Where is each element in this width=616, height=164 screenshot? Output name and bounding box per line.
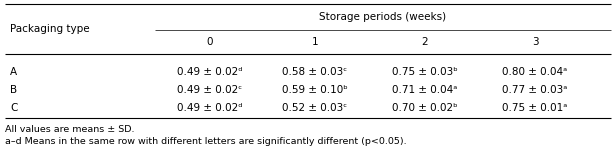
Text: 0: 0 xyxy=(207,37,213,47)
Text: B: B xyxy=(10,85,17,95)
Text: a–d Means in the same row with different letters are significantly different (p<: a–d Means in the same row with different… xyxy=(5,137,407,146)
Text: 0.77 ± 0.03ᵃ: 0.77 ± 0.03ᵃ xyxy=(503,85,567,95)
Text: 0.58 ± 0.03ᶜ: 0.58 ± 0.03ᶜ xyxy=(283,67,347,77)
Text: Storage periods (weeks): Storage periods (weeks) xyxy=(320,12,447,22)
Text: 3: 3 xyxy=(532,37,538,47)
Text: 0.70 ± 0.02ᵇ: 0.70 ± 0.02ᵇ xyxy=(392,103,458,113)
Text: All values are means ± SD.: All values are means ± SD. xyxy=(5,125,134,134)
Text: 0.49 ± 0.02ᶜ: 0.49 ± 0.02ᶜ xyxy=(177,85,243,95)
Text: 1: 1 xyxy=(312,37,318,47)
Text: C: C xyxy=(10,103,17,113)
Text: 0.52 ± 0.03ᶜ: 0.52 ± 0.03ᶜ xyxy=(283,103,347,113)
Text: 0.75 ± 0.03ᵇ: 0.75 ± 0.03ᵇ xyxy=(392,67,458,77)
Text: Packaging type: Packaging type xyxy=(10,24,89,34)
Text: A: A xyxy=(10,67,17,77)
Text: 0.71 ± 0.04ᵃ: 0.71 ± 0.04ᵃ xyxy=(392,85,458,95)
Text: 0.59 ± 0.10ᵇ: 0.59 ± 0.10ᵇ xyxy=(282,85,348,95)
Text: 0.80 ± 0.04ᵃ: 0.80 ± 0.04ᵃ xyxy=(503,67,567,77)
Text: 2: 2 xyxy=(422,37,428,47)
Text: 0.49 ± 0.02ᵈ: 0.49 ± 0.02ᵈ xyxy=(177,103,243,113)
Text: 0.49 ± 0.02ᵈ: 0.49 ± 0.02ᵈ xyxy=(177,67,243,77)
Text: 0.75 ± 0.01ᵃ: 0.75 ± 0.01ᵃ xyxy=(503,103,567,113)
